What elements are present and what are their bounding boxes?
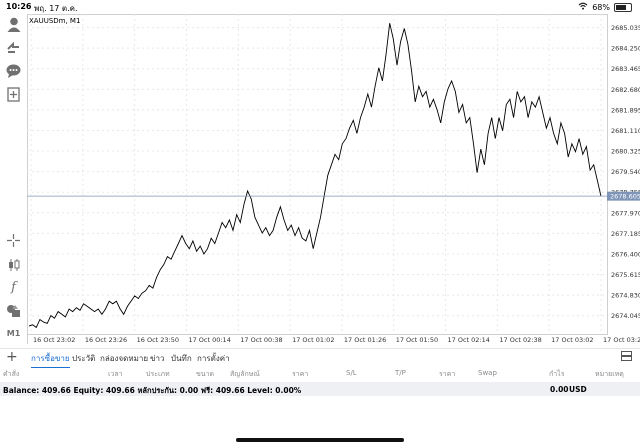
objects-icon[interactable]	[5, 302, 22, 319]
col-time[interactable]: เวลา	[108, 370, 123, 378]
time-tick-label: 16 Oct 23:02	[33, 336, 75, 344]
trade-icon[interactable]	[5, 39, 22, 56]
price-tick-label: 2676.400	[611, 250, 640, 258]
balance-summary: Balance: 409.66 Equity: 409.66 หลักประกั…	[3, 386, 302, 395]
indicators-icon[interactable]: f	[11, 280, 16, 295]
col-order[interactable]: คำสั่ง	[3, 370, 20, 378]
current-price-box	[607, 191, 640, 201]
left-toolbar: f M1	[0, 14, 27, 344]
price-line	[28, 23, 602, 329]
col-comment[interactable]: หมายเหตุ	[595, 370, 624, 378]
time-tick-label: 17 Oct 02:38	[499, 336, 541, 344]
price-tick-label: 2674.045	[611, 312, 640, 320]
new-order-icon[interactable]	[5, 86, 22, 103]
time-tick-label: 17 Oct 01:02	[292, 336, 334, 344]
time-tick-label: 16 Oct 23:26	[85, 336, 127, 344]
trade-table-header: คำสั่ง เวลา ประเภท ขนาด สัญลักษณ์ ราคา S…	[0, 367, 640, 380]
time-axis: 16 Oct 23:02 16 Oct 23:26 16 Oct 23:50 17 O…	[33, 336, 640, 344]
plot-border	[27, 14, 608, 335]
col-profit[interactable]: กำไร	[549, 370, 565, 378]
price-tick-label: 2685.035	[611, 24, 640, 32]
account-icon[interactable]	[5, 16, 22, 33]
balance-row: Balance: 409.66 Equity: 409.66 หลักประกั…	[0, 382, 640, 396]
current-price-label: 2678.605	[610, 192, 640, 200]
symbol-label: XAUUSDm, M1	[29, 17, 80, 25]
home-indicator[interactable]	[236, 438, 404, 442]
battery-icon	[614, 2, 632, 12]
tab-mailbox[interactable]: กล่องจดหมาย	[100, 354, 149, 363]
price-tick-label: 2674.830	[611, 292, 640, 300]
col-tp[interactable]: T/P	[395, 369, 406, 377]
tab-news[interactable]: ข่าว	[150, 354, 165, 363]
price-series	[28, 23, 602, 329]
balance-total-profit: 0.00	[550, 385, 569, 394]
layout-toggle-icon[interactable]	[621, 351, 632, 364]
tab-journal[interactable]: บันทึก	[171, 354, 192, 363]
time-tick-label: 17 Oct 03:26	[603, 336, 640, 344]
price-tick-label: 2677.970	[611, 209, 640, 217]
time-tick-label: 17 Oct 00:14	[188, 336, 230, 344]
wifi-icon	[578, 2, 588, 12]
price-tick-label: 2681.110	[611, 127, 640, 135]
candles-icon[interactable]	[5, 256, 22, 273]
status-bar: 10:26 พฤ. 17 ต.ค. 68%	[0, 0, 640, 14]
battery-fill	[616, 4, 626, 10]
col-price[interactable]: ราคา	[292, 370, 309, 378]
time-tick-label: 17 Oct 01:26	[344, 336, 386, 344]
battery-percent: 68%	[592, 2, 610, 12]
price-tick-label: 2675.615	[611, 271, 640, 279]
time-tick-label: 17 Oct 03:02	[551, 336, 593, 344]
status-date: พฤ. 17 ต.ค.	[34, 4, 78, 13]
chat-icon[interactable]	[5, 62, 22, 79]
col-symbol[interactable]: สัญลักษณ์	[230, 370, 260, 378]
price-chart[interactable]: 2685.035 2684.250 2683.465 2682.680 2681.895…	[27, 14, 640, 344]
status-time: 10:26	[6, 2, 32, 11]
col-swap[interactable]: Swap	[478, 369, 497, 377]
crosshair-icon[interactable]	[5, 232, 22, 249]
price-tick-label: 2677.185	[611, 230, 640, 238]
tab-history[interactable]: ประวัติ	[72, 354, 96, 363]
tab-settings[interactable]: การตั้งค่า	[197, 354, 230, 363]
price-tick-label: 2684.250	[611, 45, 640, 53]
add-icon[interactable]: +	[6, 349, 18, 365]
bottom-tab-bar: + การซื้อขาย ประวัติ กล่องจดหมาย ข่าว บั…	[0, 348, 640, 368]
chart-grid	[27, 14, 608, 335]
timeframe-m1-icon[interactable]: M1	[6, 329, 21, 338]
time-tick-label: 17 Oct 00:38	[240, 336, 282, 344]
time-tick-label: 16 Oct 23:50	[137, 336, 179, 344]
time-tick-label: 17 Oct 01:50	[396, 336, 438, 344]
price-tick-label: 2680.325	[611, 148, 640, 156]
col-current-price[interactable]: ราคา	[439, 370, 456, 378]
balance-currency: USD	[569, 385, 587, 394]
col-type[interactable]: ประเภท	[146, 370, 170, 378]
time-tick-label: 17 Oct 02:14	[448, 336, 490, 344]
col-sl[interactable]: S/L	[346, 369, 357, 377]
price-tick-label: 2681.895	[611, 106, 640, 114]
tab-trade[interactable]: การซื้อขาย	[31, 352, 70, 368]
price-tick-label: 2683.465	[611, 65, 640, 73]
price-tick-label: 2679.540	[611, 168, 640, 176]
status-right: 68%	[578, 2, 632, 12]
price-axis: 2685.035 2684.250 2683.465 2682.680 2681.895…	[611, 24, 640, 320]
col-volume[interactable]: ขนาด	[196, 370, 215, 378]
price-tick-label: 2682.680	[611, 86, 640, 94]
